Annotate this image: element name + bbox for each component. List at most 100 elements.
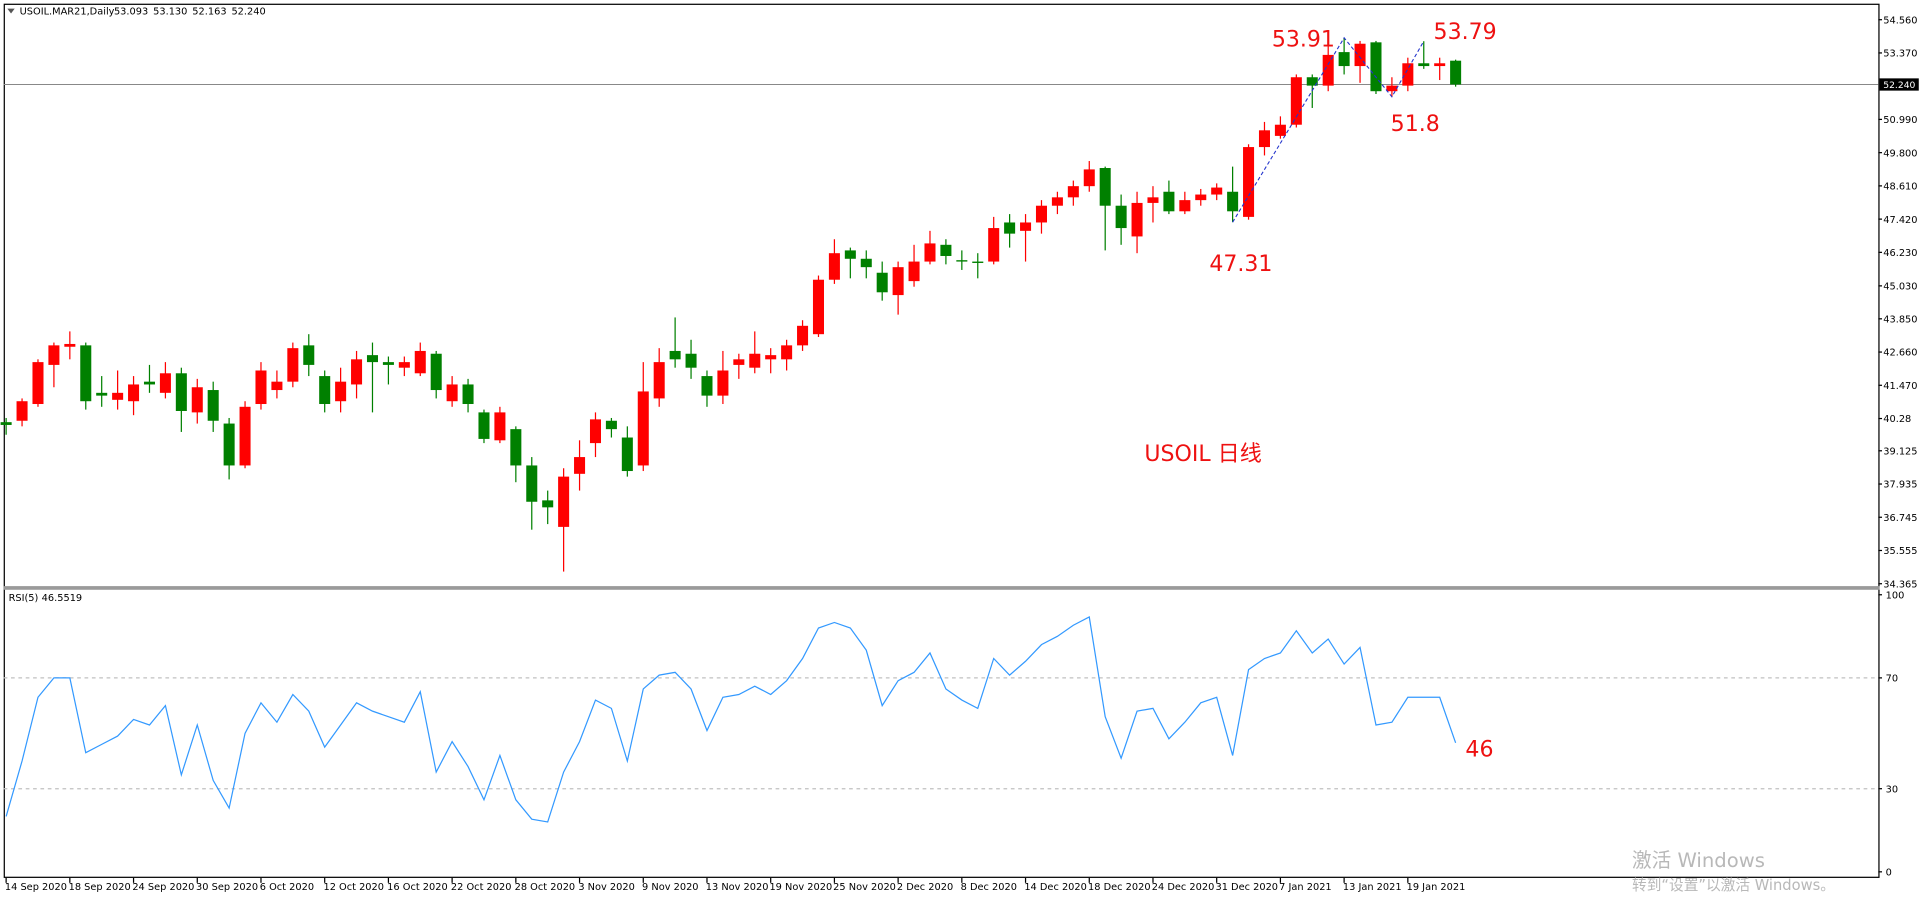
candle-body	[558, 476, 570, 527]
candle-body	[1211, 187, 1223, 195]
y-tick-label: 42.660	[1883, 348, 1917, 359]
candle-body	[1099, 168, 1111, 206]
candle-body	[446, 384, 458, 402]
candle-body	[143, 381, 155, 385]
candle-body	[669, 350, 681, 360]
y-tick-label: 40.28	[1883, 414, 1911, 425]
annotation: 46	[1465, 738, 1493, 763]
candle-body	[844, 250, 856, 259]
ohlc-value: 53.130	[153, 7, 187, 18]
candle-body	[64, 343, 76, 347]
candle-body	[159, 373, 171, 393]
candle-body	[1179, 200, 1191, 212]
ohlc-value: 53.093	[114, 7, 148, 18]
candle-body	[1322, 54, 1334, 86]
candle-body	[351, 359, 363, 385]
y-tick-label: 53.370	[1883, 49, 1917, 60]
candle-body	[1370, 42, 1382, 92]
price-marker-label: 52.240	[1883, 80, 1915, 91]
candle-body	[0, 422, 12, 425]
x-tick-label: 19 Nov 2020	[769, 882, 832, 893]
y-tick-label: 50.990	[1883, 115, 1917, 126]
candle-body	[430, 353, 442, 391]
candle-body	[1243, 147, 1255, 217]
candle-body	[1115, 205, 1127, 229]
candle-body	[207, 390, 219, 421]
candle-body	[239, 406, 251, 466]
x-tick-label: 31 Dec 2020	[1215, 882, 1278, 893]
candle-body	[860, 258, 872, 268]
candle-body	[510, 429, 522, 466]
candle-body	[382, 362, 394, 365]
candle-body	[1035, 205, 1047, 223]
candle-body	[48, 345, 60, 365]
x-tick-label: 30 Sep 2020	[196, 882, 258, 893]
price-marker	[1879, 78, 1919, 91]
rsi-line	[5, 615, 1457, 823]
candle-body	[494, 412, 506, 441]
candle-body	[812, 279, 824, 335]
candle-body	[685, 353, 697, 368]
candle-body	[414, 350, 426, 374]
candle-body	[1402, 63, 1414, 86]
candle-body	[892, 267, 904, 296]
candle-body	[319, 376, 331, 405]
candle-body	[335, 381, 347, 402]
candle-body	[589, 419, 601, 444]
candle-body	[16, 401, 28, 421]
candle-body	[1386, 85, 1398, 92]
x-tick-label: 22 Oct 2020	[451, 882, 512, 893]
candle-body	[988, 228, 1000, 262]
candle-body	[637, 391, 649, 466]
y-tick-label: 54.560	[1883, 15, 1917, 26]
candle-body	[1067, 186, 1079, 198]
candle-body	[1004, 222, 1016, 234]
frame	[3, 3, 1880, 878]
candle-body	[972, 261, 984, 263]
x-tick-label: 18 Dec 2020	[1088, 882, 1151, 893]
candle-body	[621, 437, 633, 472]
y-tick-label: 43.850	[1883, 315, 1917, 326]
x-tick-label: 8 Dec 2020	[961, 882, 1017, 893]
y-tick-label: 45.030	[1883, 282, 1917, 293]
panel-separator	[3, 586, 1880, 590]
candle-body	[1434, 63, 1446, 67]
x-tick-label: 18 Sep 2020	[69, 882, 131, 893]
candle-body	[1258, 130, 1270, 148]
candle-body	[1195, 194, 1207, 201]
candle-body	[1418, 63, 1430, 67]
ohlc-value: 52.163	[192, 7, 226, 18]
annotation: 53.79	[1434, 20, 1497, 45]
y-tick-label: 39.125	[1883, 446, 1917, 457]
candle-body	[366, 355, 378, 363]
candle-body	[1051, 197, 1063, 206]
annotation: USOIL 日线	[1144, 442, 1261, 467]
candle-body	[191, 387, 203, 413]
x-tick-label: 14 Sep 2020	[5, 882, 67, 893]
candle-body	[1354, 43, 1366, 67]
candle-body	[175, 373, 187, 411]
y-tick-label: 49.800	[1883, 148, 1917, 159]
x-tick-label: 12 Oct 2020	[323, 882, 384, 893]
candle-body	[80, 345, 92, 402]
candle-body	[112, 392, 124, 400]
x-tick-label: 7 Jan 2021	[1279, 882, 1331, 893]
x-tick-label: 13 Jan 2021	[1343, 882, 1402, 893]
y-tick-label: 46.230	[1883, 248, 1917, 259]
y-tick-label: 36.745	[1883, 513, 1917, 524]
candle-body	[1306, 77, 1318, 86]
candle-body	[717, 370, 729, 396]
candle-body	[924, 243, 936, 262]
x-tick-label: 9 Nov 2020	[642, 882, 698, 893]
indicator-name: RSI(5)	[9, 593, 39, 604]
candle-body	[1163, 191, 1175, 212]
candle-body	[1274, 124, 1286, 136]
candle-body	[765, 355, 777, 360]
symbol-label: USOIL.MAR21,Daily	[20, 7, 115, 18]
candle-body	[128, 384, 140, 402]
candle-body	[940, 244, 952, 256]
y-tick-label: 35.555	[1883, 546, 1917, 557]
x-tick-label: 25 Nov 2020	[833, 882, 896, 893]
y-tick-label: 48.610	[1883, 182, 1917, 193]
